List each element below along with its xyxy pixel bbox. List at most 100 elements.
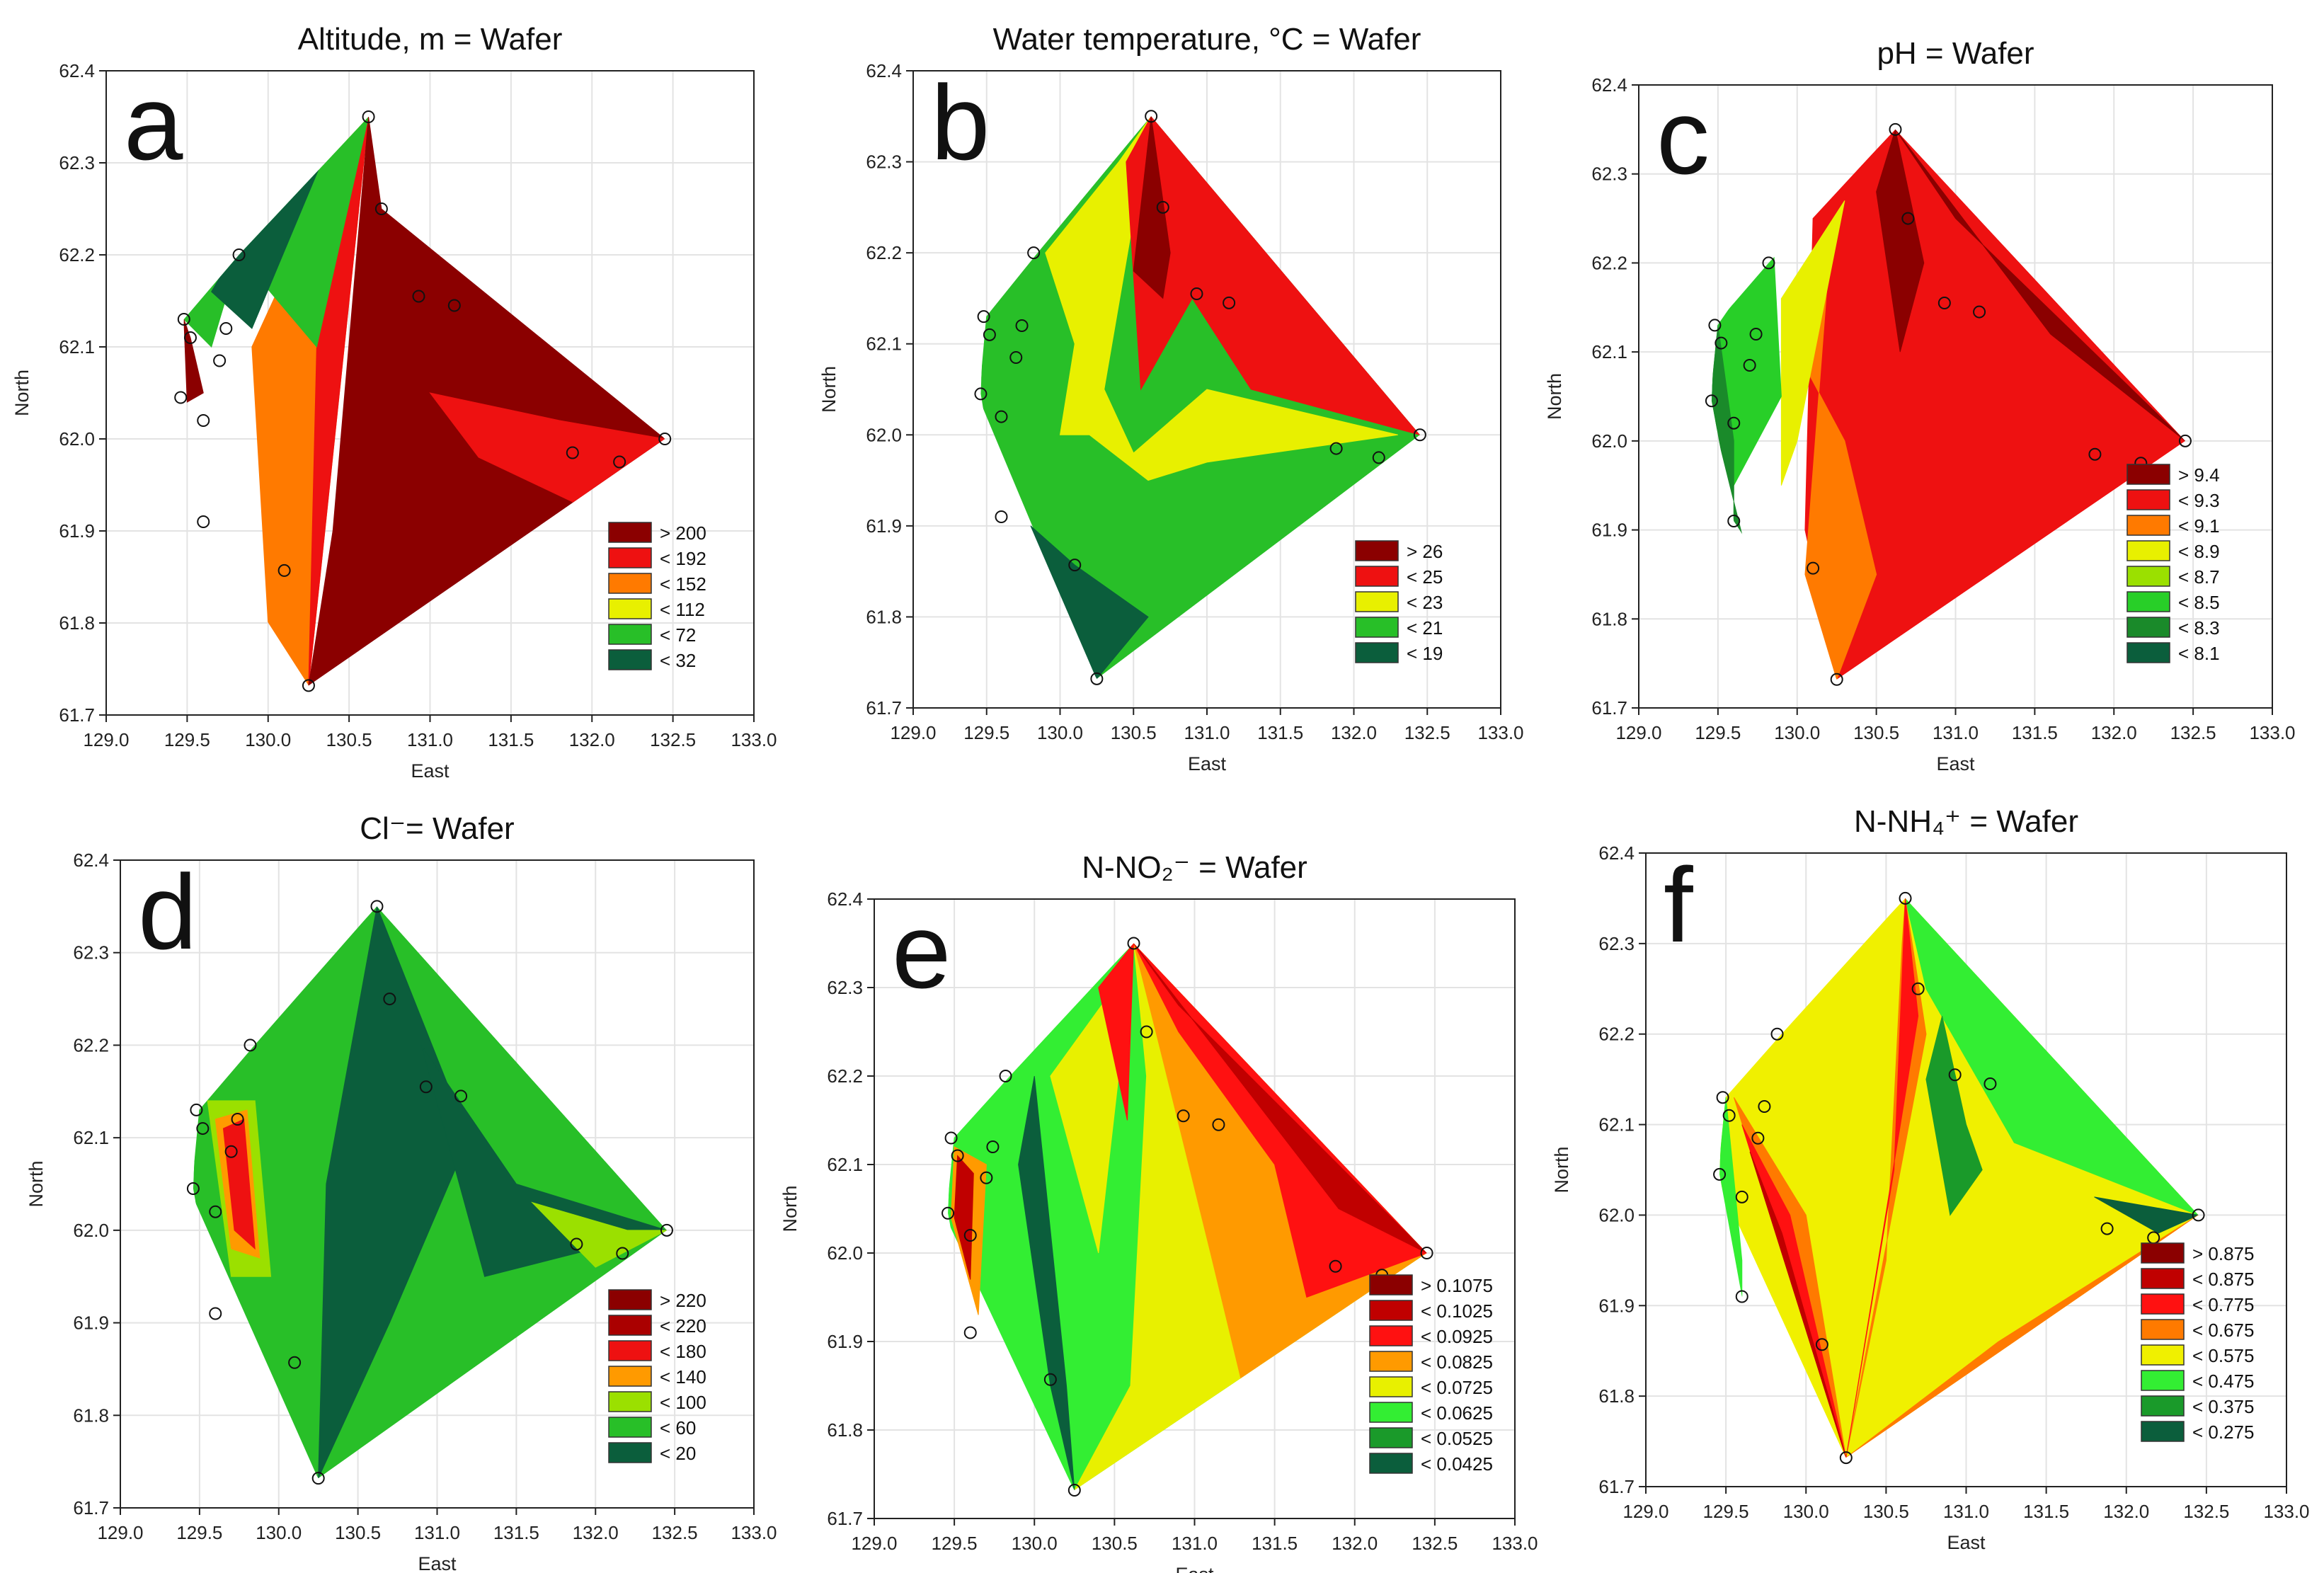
sample-point — [980, 1171, 993, 1184]
legend: > 200 < 192 < 152 < 112 < 72 < 32 — [608, 522, 706, 671]
legend: > 26 < 25 < 23 < 21 < 19 — [1355, 540, 1443, 664]
sample-point — [311, 1472, 325, 1485]
x-tick-label: 133.0 — [731, 729, 777, 750]
legend-swatch — [608, 1289, 652, 1310]
legend-swatch — [608, 1340, 652, 1361]
legend-label: < 9.1 — [2178, 515, 2220, 537]
y-tick-label: 61.8 — [59, 612, 95, 634]
legend-swatch — [608, 1391, 652, 1412]
panel-a: 129.0 129.5 130.0 130.5 131.0 131.5 132.0 132.5… — [11, 22, 777, 782]
y-tick-label: 62.0 — [73, 1220, 109, 1241]
y-tick-label: 62.3 — [827, 977, 863, 998]
legend-label: < 8.7 — [2178, 566, 2220, 588]
sample-point — [1911, 982, 1925, 995]
sample-point — [190, 1103, 203, 1116]
contour-region — [420, 1045, 667, 1277]
sample-point — [963, 1229, 977, 1242]
x-tick-label: 133.0 — [1477, 722, 1523, 743]
legend: > 220 < 220 < 180 < 140 < 100 < 60 < 20 — [608, 1289, 706, 1464]
legend-label: < 23 — [1407, 592, 1443, 613]
x-tick-label: 129.5 — [164, 729, 210, 750]
x-tick-label: 129.5 — [1703, 1501, 1749, 1522]
y-tick-label: 62.0 — [1591, 430, 1627, 452]
x-tick-label: 130.5 — [1111, 722, 1157, 743]
x-tick-label: 130.0 — [1783, 1501, 1829, 1522]
contour-region — [954, 1155, 974, 1280]
x-tick-label: 131.5 — [488, 729, 534, 750]
legend-label: > 0.875 — [2192, 1243, 2254, 1264]
y-tick-label: 61.7 — [1598, 1476, 1635, 1497]
y-tick-label: 62.1 — [1591, 341, 1627, 362]
sample-point — [2088, 447, 2102, 461]
legend-swatch — [1355, 566, 1399, 587]
legend-swatch — [2126, 464, 2170, 485]
y-tick-label: 62.3 — [1598, 933, 1635, 954]
sample-point — [1899, 891, 1912, 905]
sample-point — [951, 1149, 964, 1162]
sample-point — [288, 1356, 302, 1369]
x-tick-label: 132.5 — [2183, 1501, 2229, 1522]
legend-label: < 0.0825 — [1421, 1351, 1493, 1373]
legend-swatch — [1355, 591, 1399, 612]
legend-label: < 60 — [660, 1417, 696, 1438]
legend-swatch — [2126, 566, 2170, 587]
x-axis-label: East — [1936, 753, 1975, 774]
y-tick-label: 61.8 — [1591, 608, 1627, 629]
x-tick-label: 129.0 — [83, 729, 129, 750]
sample-point — [1815, 1338, 1828, 1351]
panel-title: N-NH₄⁺ = Wafer — [1854, 804, 2078, 839]
legend-label: > 26 — [1407, 541, 1443, 562]
sample-point — [1735, 1190, 1748, 1203]
legend-swatch — [608, 1315, 652, 1336]
y-tick-label: 61.7 — [866, 697, 902, 719]
contour-region — [1845, 898, 1919, 1458]
contour-regions — [193, 906, 667, 1479]
legend-label: < 0.1025 — [1421, 1300, 1493, 1322]
sample-point — [1027, 246, 1041, 260]
y-tick-label: 62.1 — [73, 1127, 109, 1148]
x-tick-label: 132.5 — [1412, 1533, 1458, 1554]
legend-label: > 9.4 — [2178, 464, 2220, 486]
panel-letter: b — [931, 63, 990, 182]
legend: > 0.875 < 0.875 < 0.775 < 0.675 < 0.575 < 0.4… — [2141, 1242, 2254, 1443]
legend-swatch — [2126, 591, 2170, 612]
legend-label: < 20 — [660, 1443, 696, 1464]
contour-region — [1845, 1215, 2199, 1458]
legend-label: < 0.475 — [2192, 1371, 2254, 1392]
panel-b: 129.0 129.5 130.0 130.5 131.0 131.5 132.0 132.5… — [818, 22, 1524, 774]
sample-point — [1413, 428, 1426, 442]
legend-label: < 8.9 — [2178, 541, 2220, 562]
panel-letter: d — [138, 852, 197, 971]
sample-point — [1140, 1025, 1153, 1039]
legend-swatch — [608, 624, 652, 645]
sample-point — [370, 900, 384, 913]
sample-point — [196, 1122, 210, 1136]
x-tick-label: 133.0 — [2263, 1501, 2309, 1522]
sample-point — [209, 1205, 222, 1218]
y-tick-label: 61.8 — [73, 1405, 109, 1426]
legend-label: < 32 — [660, 650, 696, 671]
legend-label: < 0.0925 — [1421, 1326, 1493, 1347]
y-tick-label: 61.7 — [73, 1497, 109, 1518]
x-tick-label: 132.5 — [1404, 722, 1450, 743]
y-axis-label: North — [1544, 373, 1565, 420]
sample-point — [1751, 1131, 1765, 1145]
y-tick-label: 62.4 — [827, 888, 863, 910]
contour-region — [1925, 1016, 1983, 1216]
legend-swatch — [608, 547, 652, 568]
legend-label: < 19 — [1407, 643, 1443, 664]
sample-point — [232, 248, 246, 261]
legend-swatch — [1369, 1300, 1413, 1321]
sample-point — [1984, 1077, 1997, 1091]
contour-region — [2094, 1196, 2199, 1234]
sample-point — [1948, 1068, 1962, 1082]
contour-region — [531, 1201, 667, 1268]
sample-point — [2192, 1208, 2205, 1222]
y-axis-label: North — [818, 366, 840, 413]
legend-swatch — [2141, 1395, 2185, 1417]
legend-label: < 8.1 — [2178, 643, 2220, 664]
contour-regions — [1711, 129, 2185, 680]
y-tick-label: 62.2 — [59, 244, 95, 265]
x-tick-label: 132.5 — [652, 1522, 698, 1543]
panel-letter: e — [892, 891, 951, 1010]
